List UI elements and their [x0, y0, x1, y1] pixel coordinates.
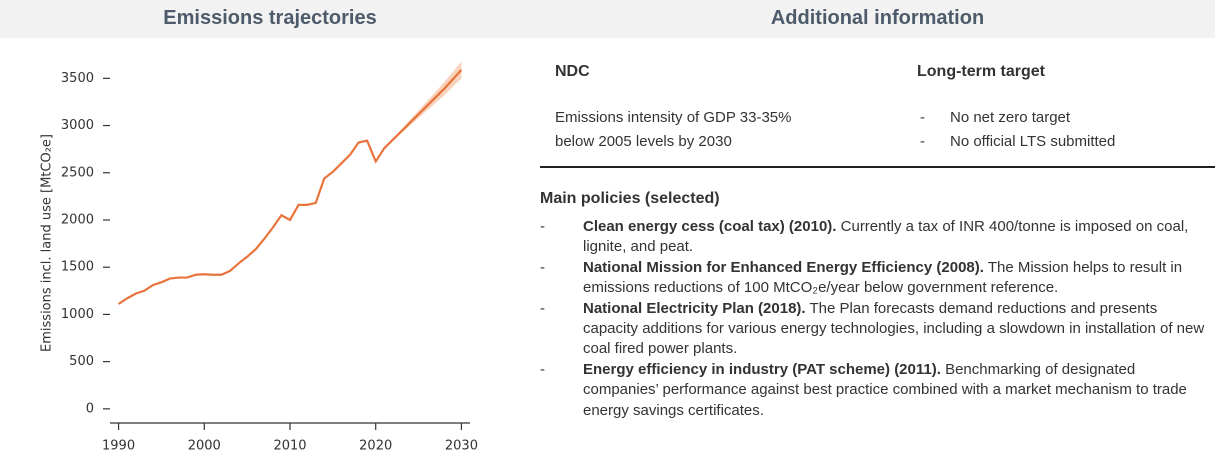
bullet: -: [540, 218, 545, 235]
y-tick-label: 3500: [61, 71, 94, 86]
y-tick-label: 1500: [61, 260, 94, 275]
y-tick-label: 500: [69, 354, 94, 369]
x-tick-label: 2030: [445, 439, 478, 454]
policy-item: - National Mission for Enhanced Energy Ef…: [540, 258, 1212, 299]
uncertainty-band: [384, 61, 462, 149]
ndc-title: NDC: [555, 63, 590, 80]
policy-title: National Electricity Plan (2018).: [583, 299, 806, 317]
policies-title: Main policies (selected): [540, 190, 720, 207]
x-tick-label: 2020: [359, 439, 392, 454]
policy-text: Benchmarking of designated companies’ pe…: [583, 360, 1187, 419]
policy-title: Clean energy cess (coal tax) (2010).: [583, 218, 837, 235]
bullet: -: [540, 360, 545, 378]
policy-item: - Energy efficiency in industry (PAT sche…: [540, 360, 1212, 421]
y-axis-label: Emissions incl. land use [MtCO₂e]: [40, 134, 55, 352]
bullet: -: [540, 299, 545, 317]
policy-text: Currently a tax of INR 400/tonne is impo…: [583, 218, 1189, 256]
y-tick-label: 3000: [61, 118, 94, 133]
policy-text: The Mission helps to result in emissions…: [583, 258, 1183, 297]
x-tick-label: 2010: [273, 439, 306, 454]
y-tick-label: 1000: [61, 307, 94, 322]
lt-item: No net zero target: [950, 109, 1071, 126]
x-tick-label: 2000: [188, 439, 221, 454]
bullet: -: [920, 109, 925, 126]
ndc-line: Emissions intensity of GDP 33-35%: [555, 109, 792, 126]
ndc-line: below 2005 levels by 2030: [555, 133, 732, 150]
lt-item: No official LTS submitted: [950, 133, 1116, 150]
chart: Emissions incl. land use [MtCO₂e] 0 500 10…: [40, 61, 478, 454]
left-header: Emissions trajectories: [163, 7, 377, 29]
y-tick-label: 0: [86, 401, 94, 416]
policies-list: - Clean energy cess (coal tax) (2010). Cu…: [540, 217, 1212, 421]
y-tick-label: 2000: [61, 212, 94, 227]
policy-title: National Mission for Enhanced Energy Eff…: [583, 258, 984, 276]
x-tick-label: 1990: [102, 439, 135, 454]
emissions-line: [117, 69, 463, 305]
policy-item: - National Electricity Plan (2018). The P…: [540, 299, 1212, 360]
header-band: [0, 0, 1215, 38]
bullet: -: [540, 258, 545, 276]
bullet: -: [920, 133, 925, 150]
y-tick-label: 2500: [61, 165, 94, 180]
policy-text: The Plan forecasts demand reductions and…: [583, 299, 1205, 358]
right-header: Additional information: [770, 7, 985, 29]
policy-item: - Clean energy cess (coal tax) (2010). Cu…: [540, 217, 1212, 258]
divider: [540, 166, 1215, 168]
policy-title: Energy efficiency in industry (PAT schem…: [583, 360, 941, 378]
lt-title: Long-term target: [917, 63, 1045, 80]
